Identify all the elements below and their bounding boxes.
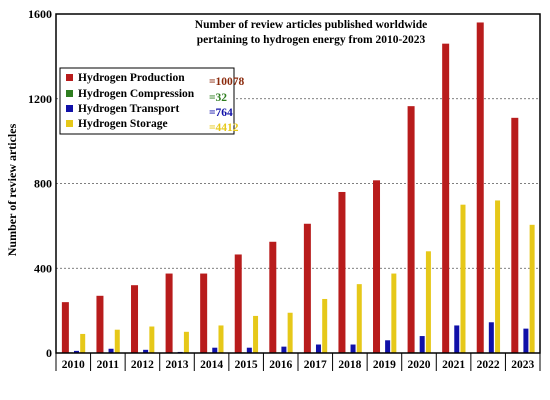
bar-hydrogen-production bbox=[407, 106, 415, 354]
legend-count-production: =10078 bbox=[209, 76, 245, 88]
legend-count-transport: =764 bbox=[209, 107, 233, 119]
y-axis-label: Number of review articles bbox=[5, 123, 19, 256]
bar-hydrogen-production bbox=[165, 273, 173, 353]
chart-title: Number of review articles published worl… bbox=[195, 19, 427, 46]
bar-hydrogen-storage bbox=[460, 204, 466, 353]
bar-hydrogen-production bbox=[442, 43, 450, 353]
bar-hydrogen-production bbox=[303, 223, 311, 353]
bar-hydrogen-production bbox=[338, 191, 346, 353]
bar-hydrogen-storage bbox=[322, 298, 328, 353]
bar-hydrogen-transport bbox=[350, 344, 356, 353]
x-category-label: 2020 bbox=[408, 359, 431, 371]
legend-label-production: Hydrogen Production bbox=[78, 72, 185, 84]
bar-hydrogen-storage bbox=[218, 325, 224, 353]
legend-swatch-production bbox=[66, 74, 73, 81]
x-category-label: 2019 bbox=[373, 359, 396, 371]
bar-hydrogen-storage bbox=[356, 284, 362, 353]
bar-hydrogen-production bbox=[269, 241, 277, 353]
bar-hydrogen-transport bbox=[385, 340, 391, 353]
bar-hydrogen-transport bbox=[523, 328, 529, 353]
x-category-label: 2014 bbox=[200, 359, 223, 371]
x-category-label: 2022 bbox=[477, 359, 500, 371]
bar-hydrogen-transport bbox=[315, 344, 321, 353]
bar-hydrogen-storage bbox=[495, 200, 501, 353]
bar-hydrogen-storage bbox=[287, 312, 293, 353]
x-axis-categories: 2010 2011 2012 2013 2014 2015 2016 2017 2018 2019… bbox=[55, 353, 541, 371]
legend-box bbox=[59, 67, 235, 135]
y-axis-ticks: 0 400 800 1200 1600 bbox=[28, 7, 52, 360]
bar-hydrogen-transport bbox=[454, 325, 460, 353]
bar-hydrogen-production bbox=[131, 285, 139, 353]
chart-title-line-1: Number of review articles published worl… bbox=[195, 19, 427, 31]
bar-hydrogen-storage bbox=[391, 273, 397, 353]
x-category-label: 2012 bbox=[131, 359, 154, 371]
bars bbox=[61, 22, 535, 354]
bar-hydrogen-production bbox=[373, 180, 381, 353]
x-category-label: 2015 bbox=[235, 359, 258, 371]
chart-title-line-2: pertaining to hydrogen energy from 2010-… bbox=[197, 34, 426, 46]
legend-count-storage: =4412 bbox=[209, 122, 239, 134]
bar-hydrogen-transport bbox=[143, 349, 149, 353]
bar-hydrogen-transport bbox=[246, 347, 252, 353]
y-tick-label: 1600 bbox=[28, 7, 52, 21]
y-tick-label: 400 bbox=[34, 261, 52, 275]
legend: Hydrogen Production =10078 Hydrogen Comp… bbox=[59, 67, 245, 135]
bar-hydrogen-transport bbox=[73, 350, 79, 353]
bar-hydrogen-storage bbox=[253, 315, 259, 353]
legend-swatch-compression bbox=[66, 90, 73, 97]
x-category-label: 2023 bbox=[511, 359, 534, 371]
y-tick-label: 0 bbox=[46, 346, 52, 360]
bar-hydrogen-transport bbox=[419, 336, 425, 353]
y-tick-label: 1200 bbox=[28, 92, 52, 106]
x-category-label: 2021 bbox=[442, 359, 465, 371]
bar-hydrogen-storage bbox=[183, 331, 189, 353]
bar-hydrogen-storage bbox=[149, 326, 155, 353]
bar-hydrogen-transport bbox=[281, 346, 287, 353]
x-category-label: 2010 bbox=[62, 359, 85, 371]
x-category-label: 2016 bbox=[269, 359, 292, 371]
bar-hydrogen-storage bbox=[529, 224, 535, 353]
legend-label-transport: Hydrogen Transport bbox=[78, 103, 179, 115]
x-category-label: 2011 bbox=[97, 359, 120, 371]
bar-hydrogen-transport bbox=[108, 348, 114, 353]
y-tick-label: 800 bbox=[34, 177, 52, 191]
bar-hydrogen-storage bbox=[114, 329, 120, 353]
legend-swatch-storage bbox=[66, 120, 73, 127]
bar-hydrogen-production bbox=[96, 295, 104, 353]
x-category-label: 2013 bbox=[166, 359, 189, 371]
x-category-label: 2018 bbox=[338, 359, 361, 371]
bar-hydrogen-storage bbox=[425, 251, 431, 353]
legend-label-storage: Hydrogen Storage bbox=[78, 118, 168, 130]
bar-hydrogen-production bbox=[61, 302, 69, 353]
legend-label-compression: Hydrogen Compression bbox=[78, 88, 195, 100]
x-category-label: 2017 bbox=[304, 359, 327, 371]
legend-swatch-transport bbox=[66, 105, 73, 112]
bar-hydrogen-storage bbox=[80, 333, 86, 353]
bar-hydrogen-production bbox=[476, 22, 484, 353]
bar-hydrogen-transport bbox=[212, 347, 218, 353]
legend-count-compression: =32 bbox=[209, 92, 227, 104]
bar-hydrogen-transport bbox=[488, 322, 494, 353]
bar-hydrogen-production bbox=[234, 254, 242, 353]
bar-hydrogen-production bbox=[511, 117, 519, 353]
bar-hydrogen-production bbox=[200, 273, 208, 353]
